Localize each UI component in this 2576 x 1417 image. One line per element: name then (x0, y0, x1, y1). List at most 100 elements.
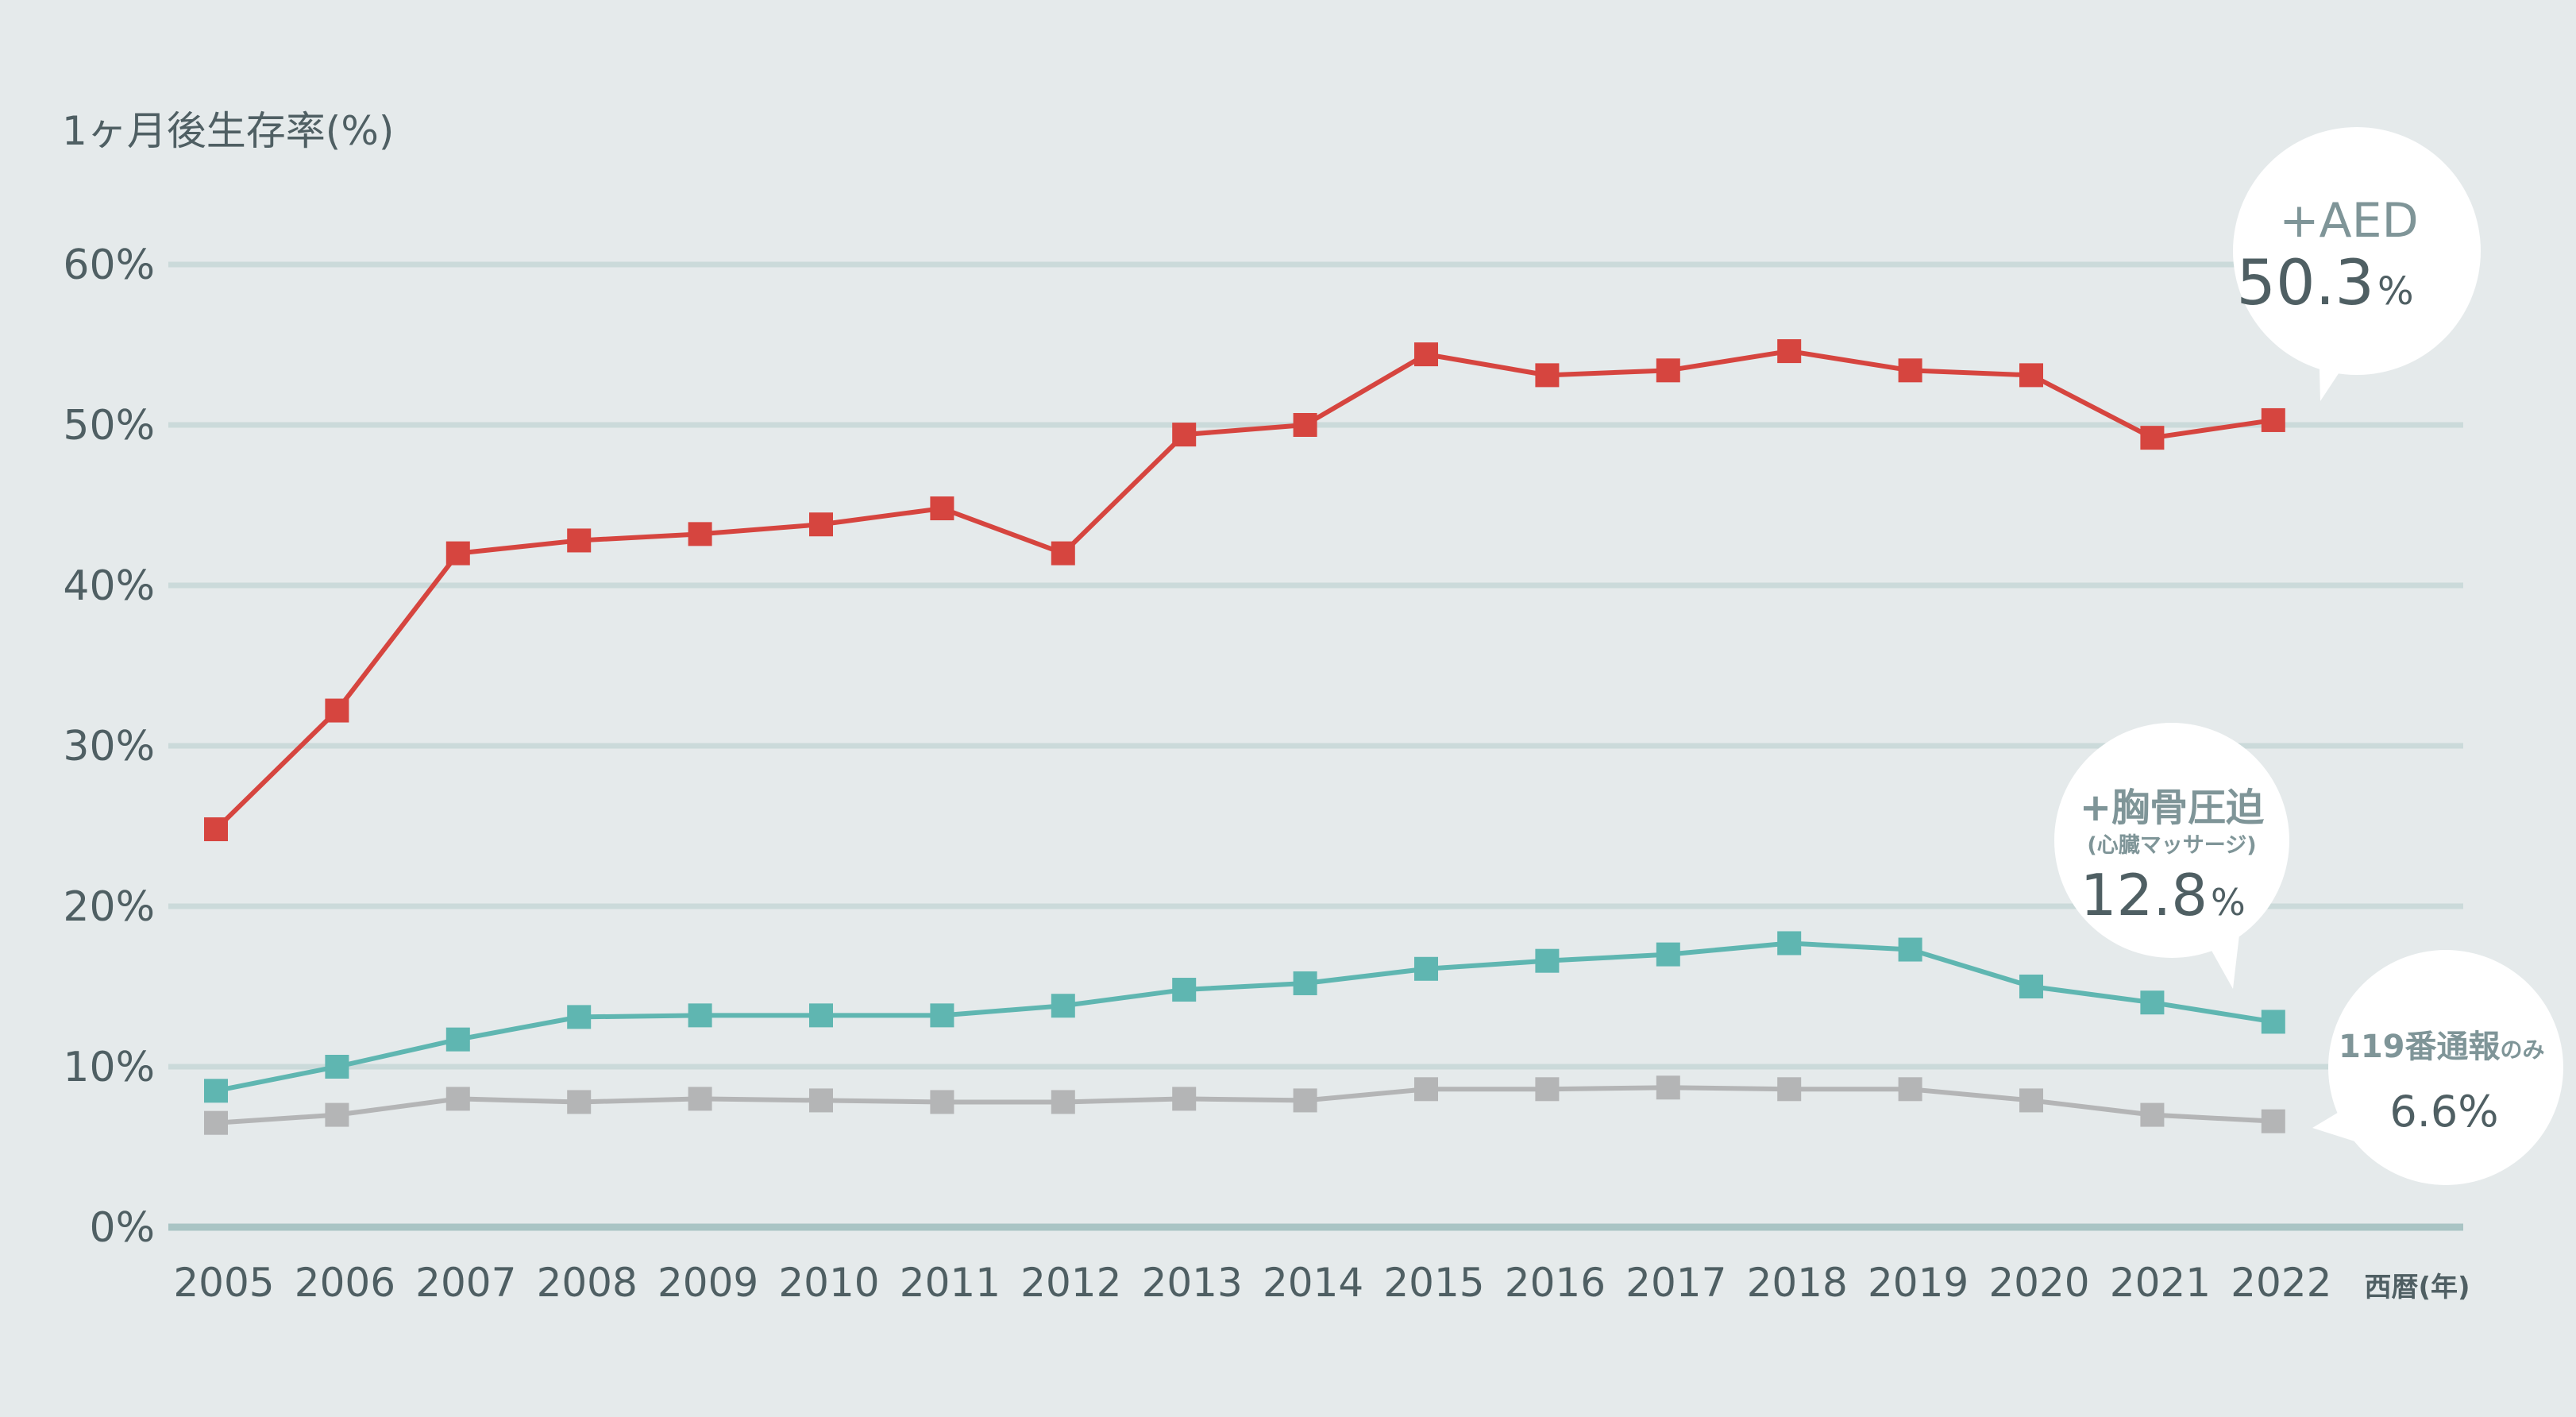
x-tick-label: 2010 (778, 1260, 879, 1306)
y-tick-label: 0% (90, 1204, 156, 1252)
callout-cpr: +胸骨圧迫 (心臓マッサージ) 12.8 % (2054, 723, 2289, 989)
callout-call-head-small: のみ (2501, 1037, 2545, 1063)
y-tick-label: 20% (63, 883, 155, 931)
callout-cpr-value: 12.8 (2080, 862, 2208, 929)
data-point (1656, 1075, 1680, 1100)
data-point (567, 1005, 592, 1029)
data-point (1172, 1087, 1197, 1111)
series-line (215, 1085, 2273, 1125)
x-tick-label: 2019 (1868, 1260, 1969, 1306)
callout-cpr-unit: % (2211, 881, 2246, 924)
data-point (1172, 978, 1197, 1002)
series-line (215, 940, 2274, 1094)
data-point (1051, 1090, 1075, 1114)
x-tick-label: 2009 (657, 1260, 758, 1306)
data-point (1898, 937, 1922, 962)
data-point (930, 496, 954, 521)
callout-call-bubble (2328, 950, 2563, 1185)
data-point (2261, 1109, 2285, 1133)
data-point (2019, 363, 2043, 388)
x-axis-ticks: 2005 2006 2007 2008 2009 2010 2011 2012 2013 2014… (173, 1260, 2331, 1306)
data-point (688, 522, 712, 546)
y-axis-ticks: 0% 10% 20% 30% 40% 50% 60% (63, 241, 155, 1252)
callout-cpr-head: +胸骨圧迫 (2080, 786, 2264, 830)
callout-cpr-bubble (2054, 723, 2289, 958)
data-point (1535, 363, 1560, 388)
y-axis-label: 1ヶ月後生存率(%) (62, 108, 394, 154)
data-point (1414, 1077, 1438, 1102)
data-point (1051, 541, 1075, 566)
data-point (809, 512, 833, 537)
data-point (445, 1087, 470, 1111)
data-point (2140, 426, 2165, 450)
y-tick-label: 10% (63, 1044, 155, 1091)
x-tick-label: 2020 (1988, 1260, 2089, 1306)
series-layer (204, 339, 2285, 1135)
series-1 (204, 931, 2285, 1103)
data-point (1777, 339, 1802, 364)
x-tick-label: 2014 (1263, 1260, 1363, 1306)
x-tick-label: 2006 (295, 1260, 395, 1306)
data-point (1293, 1088, 1317, 1113)
data-point (325, 698, 349, 723)
data-point (809, 1088, 833, 1113)
x-tick-label: 2021 (2110, 1260, 2211, 1306)
data-point (1535, 948, 1560, 973)
data-point (1898, 1077, 1922, 1102)
data-point (930, 1090, 954, 1114)
series-line (214, 349, 2274, 832)
data-point (567, 1090, 592, 1114)
data-point (930, 1003, 954, 1028)
y-tick-label: 60% (63, 241, 155, 289)
y-tick-label: 50% (63, 402, 155, 450)
data-point (204, 817, 228, 842)
data-point (2019, 1088, 2043, 1113)
series-2 (204, 1075, 2285, 1135)
data-point (445, 1027, 470, 1052)
callout-call-head: 119番通報のみ (2339, 1029, 2545, 1065)
callout-aed-unit: % (2377, 269, 2414, 314)
data-point (1656, 358, 1680, 383)
data-point (1293, 413, 1317, 437)
data-point (445, 541, 470, 566)
data-point (688, 1087, 712, 1111)
data-point (204, 1079, 228, 1103)
x-axis-unit: 西暦(年) (2364, 1272, 2470, 1303)
data-point (1293, 971, 1317, 995)
data-point (2140, 990, 2165, 1015)
x-tick-label: 2022 (2231, 1260, 2331, 1306)
y-tick-label: 40% (63, 562, 155, 610)
x-tick-label: 2012 (1020, 1260, 1121, 1306)
data-point (1051, 994, 1075, 1018)
x-tick-label: 2008 (537, 1260, 638, 1306)
y-tick-label: 30% (63, 723, 155, 770)
callout-aed-head: +AED (2279, 193, 2418, 249)
callout-call-head-main: 119番通報 (2339, 1029, 2501, 1065)
data-point (809, 1003, 833, 1028)
data-point (2261, 1010, 2285, 1034)
callout-aed-bubble (2233, 127, 2481, 375)
x-tick-label: 2011 (900, 1260, 1001, 1306)
data-point (1414, 956, 1438, 981)
x-tick-label: 2018 (1747, 1260, 1848, 1306)
series-0 (204, 339, 2285, 842)
data-point (1414, 342, 1438, 367)
x-tick-label: 2013 (1142, 1260, 1243, 1306)
data-point (1777, 931, 1802, 956)
data-point (2140, 1102, 2165, 1127)
callout-aed-value: 50.3 (2236, 248, 2374, 319)
callout-call: 119番通報のみ 6.6% (2312, 950, 2563, 1185)
callout-aed: +AED 50.3 % (2233, 127, 2481, 401)
x-tick-label: 2005 (173, 1260, 274, 1306)
data-point (567, 528, 592, 553)
x-tick-label: 2007 (415, 1260, 516, 1306)
data-point (1656, 942, 1680, 967)
x-tick-label: 2015 (1383, 1260, 1484, 1306)
data-point (1535, 1077, 1560, 1102)
data-point (204, 1110, 228, 1135)
data-point (325, 1102, 349, 1127)
data-point (2261, 407, 2285, 432)
data-point (688, 1003, 712, 1028)
x-tick-label: 2017 (1625, 1260, 1726, 1306)
